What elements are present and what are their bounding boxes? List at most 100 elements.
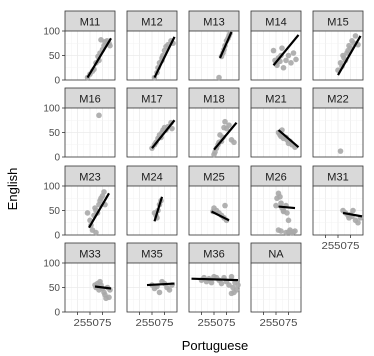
facet-m12: M12 bbox=[126, 10, 178, 81]
facet-strip-label: M11 bbox=[80, 17, 101, 29]
data-point bbox=[278, 200, 284, 206]
facet-m11: M11 0 50 100 bbox=[43, 10, 116, 87]
regression-line bbox=[151, 119, 176, 149]
y-tick-label: 100 bbox=[43, 27, 60, 38]
facet-m21: M21 bbox=[250, 87, 302, 158]
data-point bbox=[278, 228, 284, 234]
facet-strip-label: M33 bbox=[79, 249, 100, 261]
data-point bbox=[218, 280, 225, 287]
facet-panel-border bbox=[250, 107, 302, 158]
regression-line bbox=[86, 37, 112, 79]
facet-m23: M23 0 50 100 bbox=[43, 165, 116, 242]
y-tick-label: 0 bbox=[54, 153, 60, 164]
facet-m26: M26 bbox=[250, 165, 302, 236]
facet-panels: M11 0 50 100 M12 M13 M14 M15 M16 0 50 100 M17 M18 M21 M… bbox=[43, 10, 364, 329]
data-point bbox=[337, 148, 344, 154]
x-axis-label: Portuguese bbox=[182, 338, 249, 353]
regression-line bbox=[213, 121, 238, 151]
y-tick-label: 50 bbox=[49, 51, 61, 62]
data-point bbox=[285, 229, 292, 235]
facet-m18: M18 bbox=[188, 87, 240, 158]
data-point bbox=[277, 193, 283, 200]
facet-strip-label: M16 bbox=[79, 94, 100, 106]
data-point bbox=[280, 64, 287, 71]
data-point bbox=[101, 189, 107, 195]
facet-strip-label: M18 bbox=[203, 94, 224, 106]
y-tick-label: 0 bbox=[54, 76, 60, 87]
data-point bbox=[285, 52, 292, 59]
data-point bbox=[222, 202, 228, 209]
data-point bbox=[96, 112, 102, 119]
facet-strip-label: M14 bbox=[265, 17, 286, 29]
facet-m16: M16 0 50 100 bbox=[43, 87, 116, 164]
data-point bbox=[98, 37, 104, 43]
facet-strip-label: M13 bbox=[203, 17, 224, 29]
data-point bbox=[233, 287, 240, 293]
facet-m31: M31 255075 bbox=[312, 165, 364, 252]
data-point bbox=[352, 33, 359, 39]
regression-line bbox=[342, 211, 363, 218]
x-tick-labels: 255075 bbox=[322, 241, 360, 252]
x-tick-labels: 255075 bbox=[136, 318, 174, 329]
data-point bbox=[283, 57, 289, 64]
facet-panel-border bbox=[312, 107, 364, 158]
y-tick-label: 100 bbox=[43, 104, 60, 115]
facet-panel-border bbox=[250, 30, 302, 81]
regression-line bbox=[337, 35, 362, 76]
regression-line bbox=[211, 210, 230, 222]
facet-strip-label: M25 bbox=[203, 172, 224, 184]
facet-m15: M15 bbox=[312, 10, 364, 81]
data-point bbox=[231, 139, 237, 146]
data-point bbox=[293, 56, 299, 63]
data-point bbox=[216, 74, 222, 81]
facet-strip-label: M17 bbox=[141, 94, 162, 106]
facet-m35: M35 255075 bbox=[126, 242, 178, 329]
data-point bbox=[169, 125, 175, 132]
y-tick-label: 50 bbox=[49, 128, 61, 139]
y-tick-label: 50 bbox=[49, 206, 61, 217]
facet-strip-label: M22 bbox=[327, 94, 348, 106]
data-point bbox=[280, 208, 287, 215]
data-point bbox=[235, 282, 241, 288]
facet-panel-border bbox=[188, 30, 240, 81]
data-point bbox=[344, 50, 350, 56]
y-tick-label: 0 bbox=[54, 231, 60, 242]
regression-line bbox=[153, 196, 164, 222]
facet-strip-label: M24 bbox=[141, 172, 162, 184]
data-point bbox=[228, 290, 235, 297]
facet-na: NA 255075 bbox=[250, 242, 302, 329]
y-axis-label: English bbox=[5, 168, 20, 211]
regression-line bbox=[191, 277, 239, 282]
facet-m14: M14 bbox=[250, 10, 302, 81]
data-point bbox=[156, 289, 163, 296]
data-point bbox=[270, 47, 277, 54]
regression-line bbox=[272, 34, 300, 66]
regression-line bbox=[153, 36, 176, 79]
y-tick-label: 50 bbox=[49, 283, 61, 294]
facet-panel-border bbox=[312, 30, 364, 81]
data-point bbox=[166, 287, 173, 293]
facet-strip-label: M31 bbox=[327, 172, 348, 184]
data-point bbox=[292, 228, 298, 234]
x-tick-labels: 255075 bbox=[74, 318, 112, 329]
facet-m36: M36 255075 bbox=[188, 242, 241, 329]
facet-strip-label: NA bbox=[268, 249, 284, 261]
regression-line bbox=[278, 205, 296, 210]
facet-strip-label: M26 bbox=[265, 172, 286, 184]
facet-panel-border bbox=[126, 185, 178, 236]
regression-line bbox=[94, 285, 112, 290]
facet-panel-border bbox=[188, 185, 240, 236]
data-point bbox=[273, 202, 279, 209]
data-point bbox=[226, 122, 232, 128]
data-point bbox=[290, 50, 297, 56]
facet-strip-label: M23 bbox=[79, 172, 100, 184]
data-point bbox=[208, 279, 215, 286]
facet-grid bbox=[65, 107, 115, 158]
data-point bbox=[285, 217, 292, 224]
x-tick-labels: 255075 bbox=[260, 318, 298, 329]
facet-strip-label: M36 bbox=[203, 249, 224, 261]
data-point bbox=[84, 210, 91, 216]
y-tick-label: 100 bbox=[43, 182, 60, 193]
facet-m33: M33 0 50 100 255075 bbox=[43, 242, 116, 329]
